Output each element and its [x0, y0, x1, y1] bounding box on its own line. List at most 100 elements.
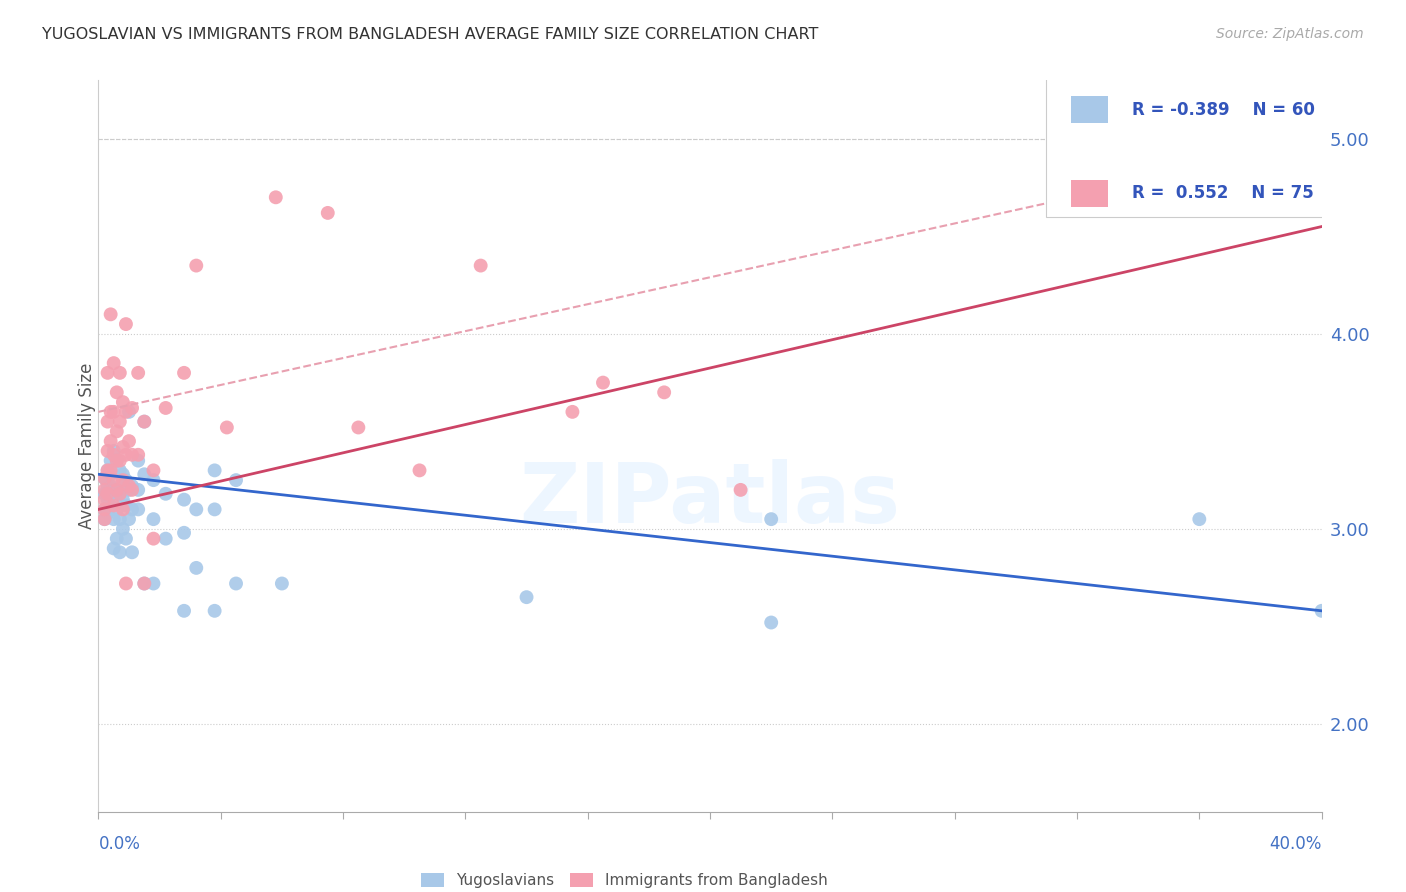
Point [93, 492, 115, 507]
Point [127, 366, 149, 380]
Point [118, 434, 141, 449]
Point [118, 405, 141, 419]
Point [100, 499, 122, 513]
Point [108, 366, 131, 380]
Point [204, 604, 226, 618]
Point [115, 405, 138, 419]
Point [1188, 512, 1211, 526]
Point [103, 541, 125, 556]
Point [103, 405, 125, 419]
Point [93, 502, 115, 516]
Point [127, 483, 149, 497]
Text: 40.0%: 40.0% [1270, 835, 1322, 853]
Point [155, 401, 177, 415]
Point [264, 190, 287, 204]
FancyBboxPatch shape [1046, 77, 1406, 217]
Point [121, 448, 143, 462]
Point [93, 512, 115, 526]
Point [470, 259, 492, 273]
Point [97, 366, 120, 380]
Point [204, 463, 226, 477]
Point [103, 499, 125, 513]
Point [115, 317, 138, 331]
Point [516, 590, 538, 604]
Point [93, 502, 115, 516]
Point [142, 532, 165, 546]
Point [108, 415, 131, 429]
Bar [1071, 95, 1108, 123]
Point [186, 561, 208, 575]
Point [652, 385, 675, 400]
Point [730, 483, 752, 497]
Point [115, 473, 138, 487]
Point [111, 395, 134, 409]
Point [155, 532, 177, 546]
Point [173, 492, 195, 507]
Point [105, 483, 128, 497]
Point [121, 401, 143, 415]
Point [111, 473, 134, 487]
Point [225, 576, 247, 591]
Point [592, 376, 614, 390]
Point [121, 479, 143, 493]
Point [204, 502, 226, 516]
Point [105, 532, 128, 546]
Point [105, 385, 128, 400]
Point [105, 425, 128, 439]
Point [316, 206, 339, 220]
Point [108, 487, 131, 501]
Point [759, 615, 782, 630]
Point [103, 473, 125, 487]
Point [97, 479, 120, 493]
Point [121, 545, 143, 559]
Point [121, 502, 143, 516]
Point [115, 576, 138, 591]
Point [142, 576, 165, 591]
Point [115, 532, 138, 546]
Point [108, 453, 131, 467]
Point [121, 483, 143, 497]
Point [100, 307, 122, 321]
Y-axis label: Average Family Size: Average Family Size [79, 363, 96, 529]
Point [118, 483, 141, 497]
Point [108, 545, 131, 559]
Point [134, 576, 156, 591]
Point [93, 483, 115, 497]
Point [103, 356, 125, 370]
Point [173, 525, 195, 540]
Point [100, 479, 122, 493]
Point [155, 487, 177, 501]
Point [93, 487, 115, 501]
Point [100, 453, 122, 467]
Point [97, 487, 120, 501]
Point [134, 415, 156, 429]
Point [93, 512, 115, 526]
Point [111, 522, 134, 536]
Point [97, 492, 120, 507]
Point [111, 467, 134, 482]
Point [103, 448, 125, 462]
Text: 0.0%: 0.0% [98, 835, 141, 853]
Point [105, 483, 128, 497]
Point [97, 506, 120, 520]
Point [186, 502, 208, 516]
Point [115, 448, 138, 462]
Point [103, 512, 125, 526]
Point [97, 415, 120, 429]
Point [118, 512, 141, 526]
Text: Source: ZipAtlas.com: Source: ZipAtlas.com [1216, 27, 1364, 41]
Point [134, 467, 156, 482]
Point [134, 415, 156, 429]
Point [100, 405, 122, 419]
Point [347, 420, 370, 434]
Point [142, 473, 165, 487]
Point [118, 479, 141, 493]
Point [93, 471, 115, 485]
Point [115, 499, 138, 513]
Point [108, 463, 131, 477]
Point [108, 487, 131, 501]
Point [408, 463, 430, 477]
Point [111, 502, 134, 516]
Point [142, 512, 165, 526]
Point [186, 259, 208, 273]
